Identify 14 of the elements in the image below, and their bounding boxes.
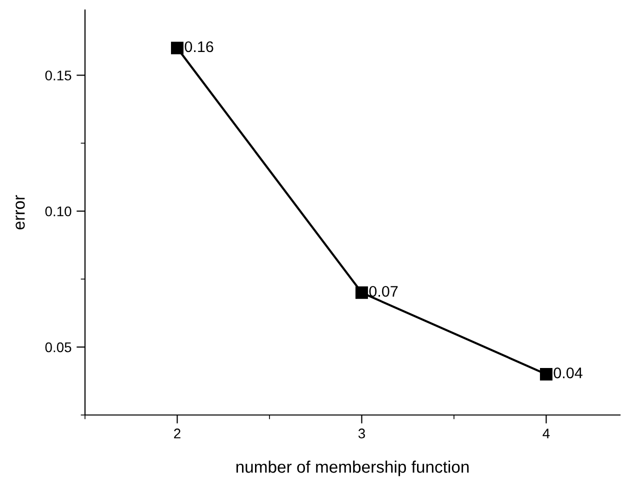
data-label: 0.16 bbox=[184, 41, 214, 52]
y-tick-label: 0.15 bbox=[45, 70, 72, 80]
x-tick-label: 3 bbox=[358, 428, 365, 438]
y-tick-label: 0.10 bbox=[45, 206, 72, 216]
point bbox=[170, 42, 184, 54]
data-label: 0.07 bbox=[369, 286, 398, 297]
data-label: 0.04 bbox=[554, 368, 582, 378]
point bbox=[540, 368, 552, 380]
y-axis-title: error bbox=[16, 195, 25, 230]
x-axis-title: number of membership function bbox=[236, 460, 469, 476]
y-tick-label: 0.05 bbox=[45, 342, 72, 352]
point bbox=[355, 286, 368, 299]
x-tick-label: 4 bbox=[542, 428, 550, 438]
x-tick-label: 2 bbox=[174, 428, 180, 438]
